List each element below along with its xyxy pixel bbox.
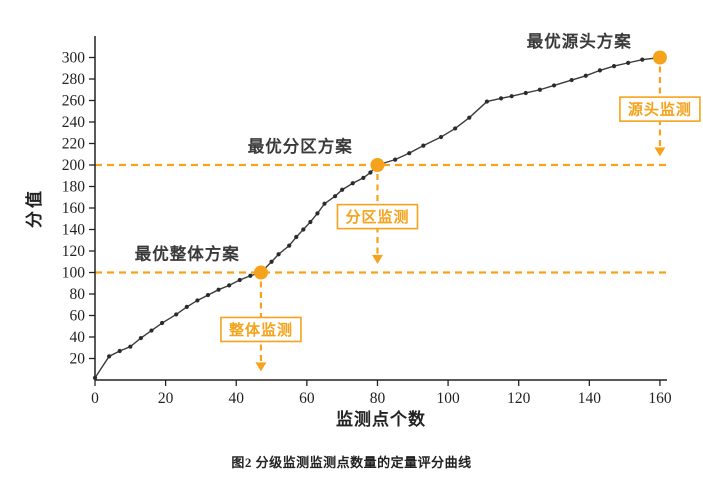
curve-point [551,83,557,88]
annotation-tag-box [220,316,302,343]
curve-point [315,211,320,216]
curve-point [393,157,398,162]
curve-point [509,94,514,99]
y-tick-label: 240 [62,114,86,131]
curve-point [523,90,528,96]
curve-point [537,87,542,92]
x-tick-label: 140 [578,390,602,407]
y-tick-label: 40 [70,329,86,346]
y-tick-label: 300 [62,50,86,67]
curve-point [92,375,98,380]
curve-point [407,151,412,156]
y-axis-label: 分值 [24,188,44,228]
curve-point [205,292,211,298]
y-tick-label: 200 [62,157,86,174]
curve-point [484,99,490,104]
curve-point [276,252,281,257]
curve-point [149,328,154,333]
curve-point [322,201,327,206]
annotation-tag-box [619,96,701,122]
y-tick-label: 180 [62,179,86,196]
curve-point [216,287,221,292]
curve-point [640,57,645,62]
curve-point [308,219,313,225]
annotation-tag-label: 分区监测 [345,208,409,226]
x-tick-label: 40 [228,390,244,407]
x-tick-label: 80 [370,390,386,407]
curve-point [159,320,165,326]
annotation-tag-label: 整体监测 [229,321,293,339]
annotation-arrow-icon [255,362,267,372]
y-tick-label: 160 [62,200,86,217]
highlight-point [253,265,268,280]
curve-point [421,143,426,148]
x-tick-label: 0 [91,390,99,407]
annotation-arrow-icon [654,147,666,157]
x-tick-label: 100 [436,390,460,407]
curve-point [107,354,112,359]
x-axis-label: 监测点个数 [336,409,426,429]
y-tick-label: 220 [62,136,86,153]
curve-point [361,175,366,180]
x-tick-label: 160 [648,390,672,407]
curve-point [583,73,588,78]
curve-point [597,68,603,73]
curve-point [195,298,200,303]
annotation-tag-label: 源头监测 [628,101,692,119]
y-tick-label: 80 [70,286,86,303]
y-tick-label: 100 [62,265,86,282]
curve-point [626,60,631,65]
y-tick-label: 20 [70,351,86,368]
scheme-label: 最优源头方案 [527,31,632,51]
scheme-label: 最优整体方案 [135,244,240,264]
y-tick-label: 280 [62,71,86,88]
curve-point [237,277,242,283]
curve-point [453,126,458,131]
curve-point [498,96,504,101]
curve-point [611,64,617,69]
highlight-point [652,50,667,65]
y-tick-label: 120 [62,243,86,260]
curve-point [269,259,274,264]
curve-point [340,187,345,192]
curve-point [174,312,179,317]
curve-point [138,335,144,341]
curve-point [117,348,122,354]
x-tick-label: 120 [507,390,531,407]
figure-caption: 图2 分级监测监测点数量的定量评分曲线 [231,455,472,470]
curve-point [350,181,355,186]
curve-point [287,243,292,248]
curve-point [301,227,306,232]
y-tick-label: 260 [62,93,86,110]
curve-point [569,77,574,83]
curve-point [467,115,472,120]
curve-point [128,344,133,349]
curve-point [227,283,232,288]
curve-point [184,304,189,309]
annotation-arrow-icon [371,254,383,264]
annotation-tag-box [336,203,419,230]
x-tick-label: 60 [299,390,315,407]
y-tick-label: 60 [70,308,86,325]
y-tick-label: 140 [62,222,86,239]
highlight-point [370,158,385,172]
curve-point [294,234,299,240]
curve-point [368,170,373,175]
curve-point [332,194,338,199]
curve-point [248,273,253,278]
curve-point [438,134,444,140]
x-tick-label: 20 [158,390,174,407]
score-curve-chart: 2040608010012014016018020022024026028030… [24,31,701,429]
scheme-label: 最优分区方案 [248,136,353,156]
